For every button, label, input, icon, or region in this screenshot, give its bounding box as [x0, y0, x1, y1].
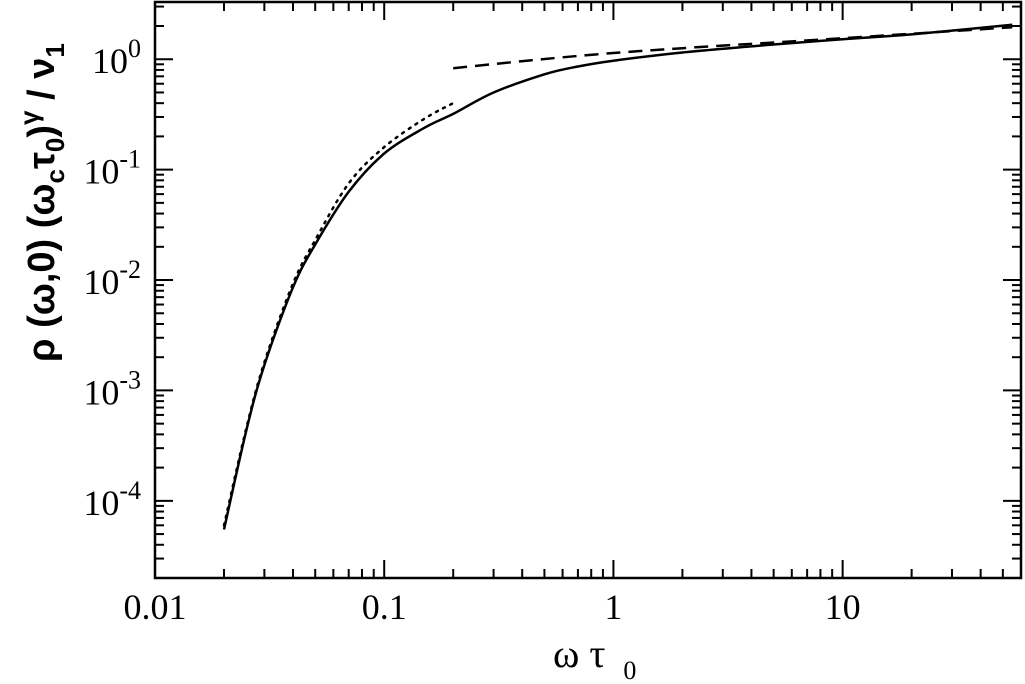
y-axis-title: ρ (ω,0) (ωcτ0)γ / ν1 — [14, 43, 70, 362]
y-tick-label: 10-1 — [83, 145, 141, 192]
plot-frame — [153, 0, 1023, 580]
x-axis-title-sub: 0 — [623, 656, 636, 684]
series-layer — [222, 23, 1013, 530]
x-tick-label: 0.01 — [124, 587, 187, 627]
y-tick-label: 10-2 — [83, 255, 141, 302]
y-tick-label: 10-4 — [83, 476, 141, 523]
y-title-sub-0: 0 — [40, 138, 70, 152]
series-dotted-line — [222, 101, 455, 527]
x-axis-title-main: ω τ — [553, 631, 605, 676]
y-tick-label: 100 — [92, 34, 141, 81]
plot-border — [153, 0, 1023, 580]
y-title-sup-gamma: γ — [14, 110, 44, 125]
y-title-part-rho: ρ (ω,0) (ω — [21, 184, 63, 362]
y-title-part-tau: τ — [21, 152, 63, 169]
y-title-part-nu: / ν — [21, 58, 63, 111]
y-axis-ticks — [155, 5, 1021, 579]
x-tick-labels: 0.01 0.1 1 10 — [124, 587, 861, 627]
y-tick-labels: 10-4 10-3 10-2 10-1 100 — [83, 34, 141, 523]
series-solid-line — [222, 23, 1013, 530]
x-tick-label: 10 — [825, 587, 861, 627]
y-title-sub-1: 1 — [40, 43, 70, 57]
y-tick-label: 10-3 — [83, 365, 141, 412]
series-dashed-line — [453, 25, 1013, 70]
y-title-paren: ) — [21, 125, 63, 138]
x-axis-ticks — [154, 2, 1022, 578]
y-title-sub-c: c — [40, 169, 70, 183]
x-axis-title: ω τ 0 — [553, 631, 636, 684]
x-tick-label: 1 — [604, 587, 622, 627]
x-tick-label: 0.1 — [362, 587, 407, 627]
